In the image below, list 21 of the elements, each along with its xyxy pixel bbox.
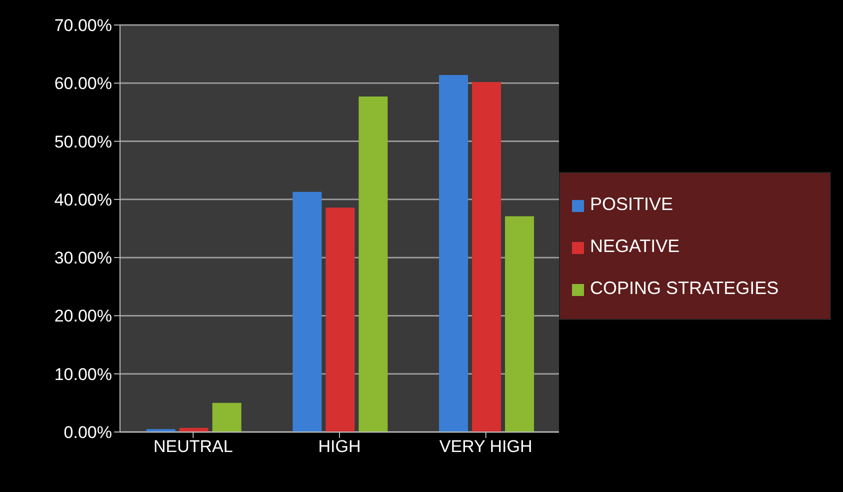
y-tick-label: 20.00% <box>54 306 112 326</box>
bar <box>326 208 355 432</box>
y-tick-label: 0.00% <box>64 423 112 442</box>
x-tick-label: HIGH <box>318 437 361 456</box>
legend-label: POSITIVE <box>590 194 674 214</box>
bar <box>358 96 388 432</box>
y-tick-label: 70.00% <box>54 16 112 36</box>
y-tick-label: 60.00% <box>54 74 112 94</box>
x-tick-label: VERY HIGH <box>439 437 532 456</box>
bar <box>212 402 242 432</box>
bar <box>292 192 322 432</box>
bar <box>505 216 534 432</box>
x-tick-label: NEUTRAL <box>153 437 233 456</box>
y-tick-label: 50.00% <box>54 132 112 152</box>
y-tick-label: 30.00% <box>54 248 112 268</box>
legend-label: NEGATIVE <box>590 236 680 256</box>
legend-label: COPING STRATEGIES <box>590 278 779 298</box>
bar <box>472 82 502 432</box>
bar <box>439 75 468 432</box>
y-tick-label: 10.00% <box>54 364 112 384</box>
y-tick-label: 40.00% <box>54 190 112 210</box>
